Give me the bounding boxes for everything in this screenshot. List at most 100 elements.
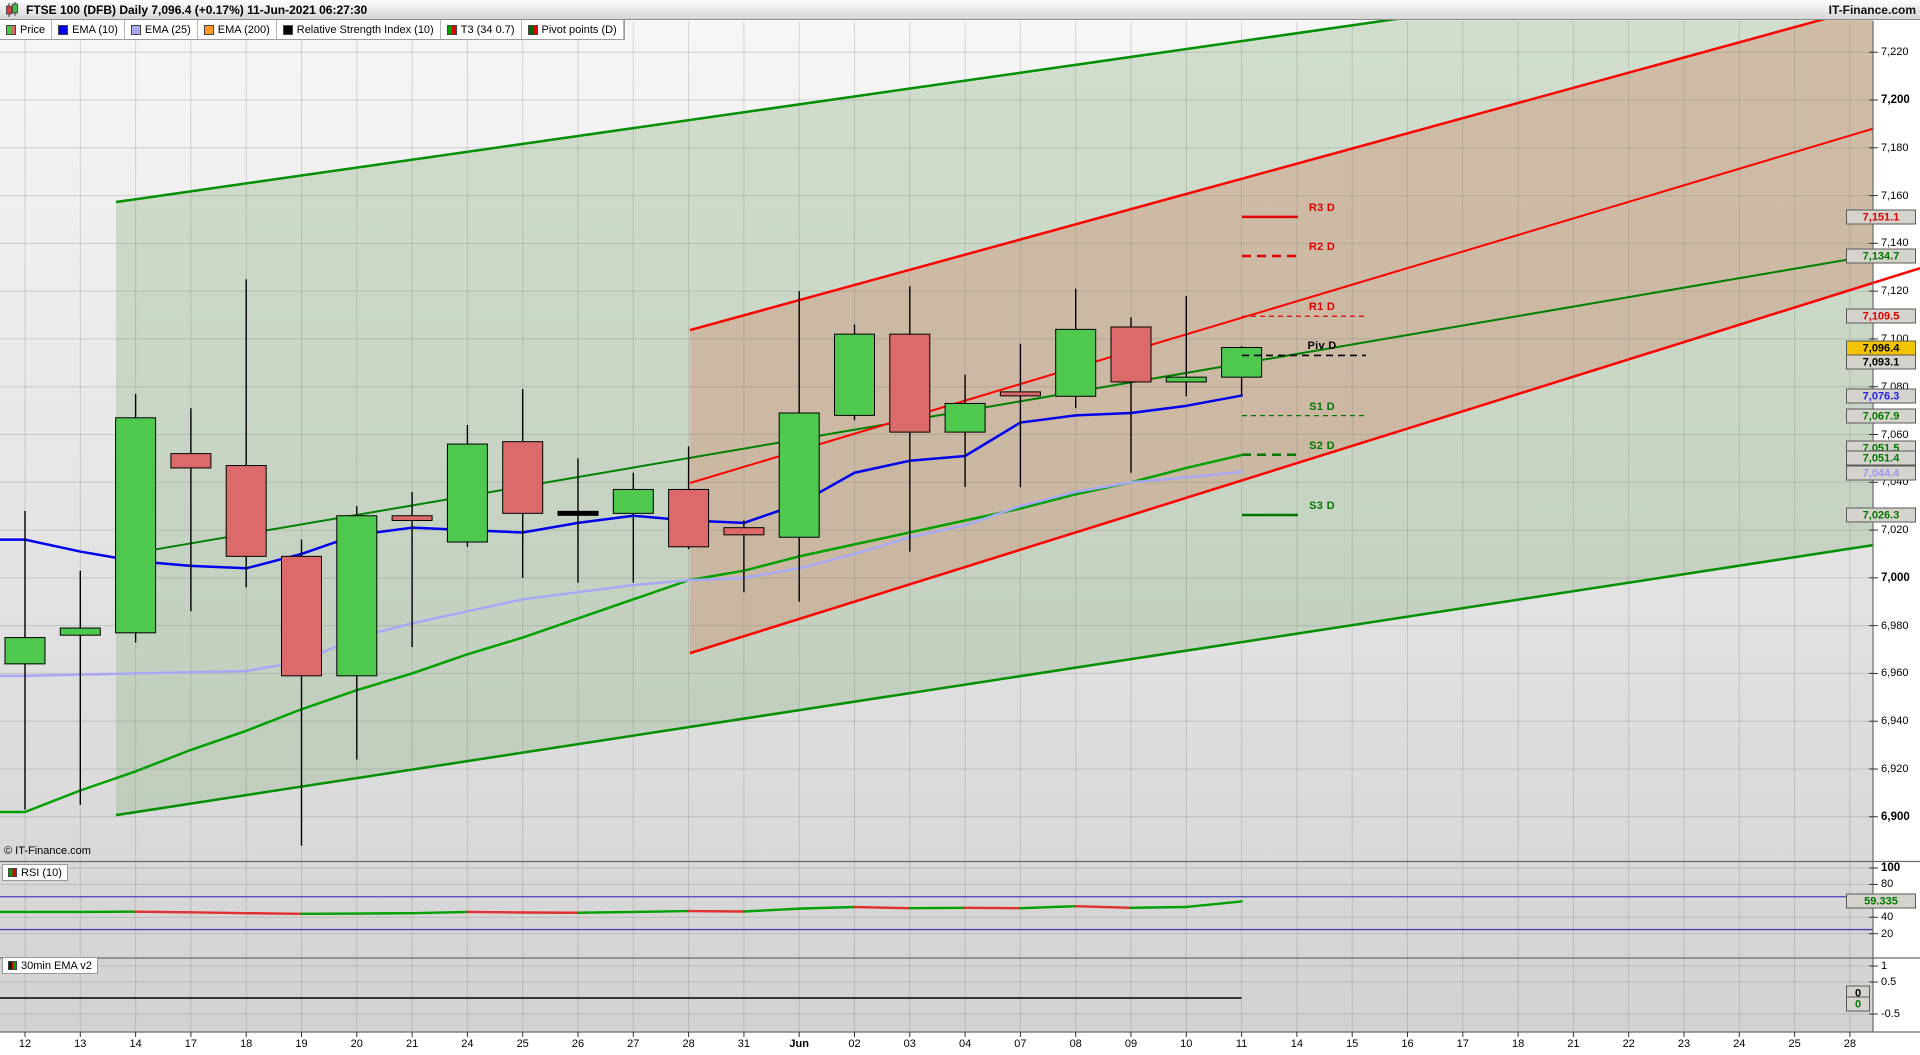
candle-24[interactable] bbox=[446, 424, 488, 547]
date-axis-label: 14 bbox=[129, 1038, 142, 1050]
candle-19[interactable] bbox=[281, 539, 322, 846]
candle-09[interactable] bbox=[1110, 317, 1152, 473]
t3-icon bbox=[446, 24, 457, 35]
candle-body bbox=[944, 402, 986, 433]
date-axis-label: 15 bbox=[1346, 1038, 1359, 1050]
candle-03[interactable] bbox=[889, 286, 931, 552]
red-channel-lower[interactable] bbox=[689, 267, 1920, 655]
rsi-line-segment[interactable] bbox=[853, 905, 911, 910]
date-axis-label: 08 bbox=[1069, 1038, 1082, 1050]
price-axis-label: 7,200 bbox=[1881, 94, 1910, 106]
rsi-axis-label: 100 bbox=[1881, 862, 1901, 874]
rsi-line-segment[interactable] bbox=[134, 910, 193, 914]
green-mid-trendline[interactable] bbox=[139, 254, 1874, 554]
price-axis-label: 6,980 bbox=[1881, 619, 1909, 632]
pivot-label-s2-d: S2 D bbox=[1309, 439, 1335, 452]
indicator-t3-line[interactable] bbox=[0, 453, 1243, 814]
candle-27[interactable] bbox=[612, 472, 654, 583]
legend-item-pivot-points-d-[interactable]: Pivot points (D) bbox=[522, 20, 624, 39]
date-axis-label: 21 bbox=[1567, 1038, 1580, 1050]
rsi-line-segment[interactable] bbox=[742, 907, 801, 913]
rsi-line-segment[interactable] bbox=[410, 910, 469, 915]
candle-13[interactable] bbox=[59, 570, 101, 805]
rsi-line-segment[interactable] bbox=[1074, 904, 1133, 910]
rsi-line-segment[interactable] bbox=[1019, 904, 1077, 910]
candle-body bbox=[557, 510, 599, 516]
price-level-badge: 7,109.5 bbox=[1846, 308, 1916, 324]
indicator-ema25-line[interactable] bbox=[0, 470, 1243, 678]
candle-body bbox=[1165, 376, 1207, 383]
rsi-pane-legend[interactable]: RSI (10) bbox=[2, 864, 68, 881]
ema2-axis-label: 0.5 bbox=[1881, 976, 1897, 988]
date-axis-label: 31 bbox=[737, 1038, 751, 1050]
green-channel-lower[interactable] bbox=[115, 543, 1874, 817]
app-logo-candles-icon bbox=[6, 1, 18, 17]
candle-31[interactable] bbox=[723, 520, 765, 593]
ema2-axis-label: -0.5 bbox=[1881, 1008, 1900, 1020]
date-axis-label: 27 bbox=[627, 1038, 640, 1050]
pivot-icon bbox=[527, 24, 538, 35]
date-axis-label: 28 bbox=[1843, 1038, 1857, 1050]
rsi-axis-label: 20 bbox=[1881, 927, 1894, 940]
legend-item-label: Relative Strength Index (10) bbox=[296, 23, 434, 36]
candle-10[interactable] bbox=[1165, 295, 1207, 397]
date-axis-label: 07 bbox=[1014, 1038, 1027, 1050]
rsi-line-segment[interactable] bbox=[466, 910, 524, 914]
red-channel-upper[interactable] bbox=[689, 0, 1895, 332]
date-axis-label: 17 bbox=[184, 1038, 198, 1050]
legend-item-label: EMA (25) bbox=[144, 23, 191, 36]
ema2-value-badge: 0 bbox=[1846, 996, 1870, 1012]
price-level-badge: 7,051.4 bbox=[1846, 450, 1916, 466]
candle-body bbox=[170, 453, 212, 469]
rsi-value-badge: 59.335 bbox=[1846, 893, 1916, 909]
price-axis-label: 7,220 bbox=[1881, 46, 1909, 59]
candle-21[interactable] bbox=[391, 491, 433, 648]
candle-body bbox=[391, 515, 433, 522]
candle-04[interactable] bbox=[944, 374, 986, 488]
rsi-line-segment[interactable] bbox=[576, 910, 635, 914]
candle-12[interactable] bbox=[4, 510, 46, 810]
candle-Jun[interactable] bbox=[778, 291, 820, 602]
candle-26[interactable] bbox=[557, 458, 599, 583]
candle-11[interactable] bbox=[1221, 346, 1263, 397]
candle-28[interactable] bbox=[668, 446, 710, 550]
rsi-axis-label: 40 bbox=[1881, 911, 1894, 924]
rsi-line-segment[interactable] bbox=[189, 911, 248, 915]
rsi-line-segment[interactable] bbox=[632, 909, 690, 914]
legend-item-ema-25-[interactable]: EMA (25) bbox=[125, 20, 198, 39]
candle-02[interactable] bbox=[834, 324, 875, 421]
green-channel-upper[interactable] bbox=[115, 0, 1531, 204]
legend-item-price[interactable]: Price bbox=[0, 20, 53, 39]
red-channel-mid[interactable] bbox=[689, 127, 1874, 484]
candle-body bbox=[889, 333, 931, 433]
candle-08[interactable] bbox=[1055, 288, 1097, 409]
candle-07[interactable] bbox=[999, 343, 1041, 488]
candle-18[interactable] bbox=[225, 279, 267, 588]
legend-item-t3-34-0-7-[interactable]: T3 (34 0.7) bbox=[441, 20, 522, 39]
legend-item-relative-strength-index-10-[interactable]: Relative Strength Index (10) bbox=[277, 20, 441, 39]
price-axis-label: 7,140 bbox=[1881, 237, 1909, 250]
date-axis-label: 24 bbox=[461, 1038, 474, 1050]
candle-17[interactable] bbox=[170, 408, 212, 612]
rsi-line-segment[interactable] bbox=[798, 905, 856, 910]
rsi-line-segment[interactable] bbox=[1185, 900, 1243, 909]
candle-20[interactable] bbox=[336, 506, 378, 760]
legend-item-ema-200-[interactable]: EMA (200) bbox=[198, 20, 277, 39]
date-axis-label: 09 bbox=[1124, 1038, 1138, 1050]
pivot-label-s3-d: S3 D bbox=[1309, 500, 1335, 513]
rsi-line-segment[interactable] bbox=[244, 911, 303, 916]
ema10-icon bbox=[58, 24, 69, 35]
candle-14[interactable] bbox=[115, 393, 157, 643]
ema2-pane-legend[interactable]: 30min EMA v2 bbox=[2, 957, 98, 974]
current-price-badge: 7,096.4 bbox=[1846, 340, 1916, 356]
indicator-ema10-line[interactable] bbox=[0, 394, 1243, 570]
ema2-legend-icon bbox=[8, 961, 17, 970]
rsi-line-segment[interactable] bbox=[1129, 905, 1188, 910]
price-axis-label: 6,920 bbox=[1881, 763, 1909, 775]
legend-item-ema-10-[interactable]: EMA (10) bbox=[52, 20, 125, 39]
candle-25[interactable] bbox=[502, 389, 544, 578]
pivot-label-piv-d: Piv D bbox=[1307, 340, 1337, 353]
candle-body bbox=[225, 465, 267, 557]
